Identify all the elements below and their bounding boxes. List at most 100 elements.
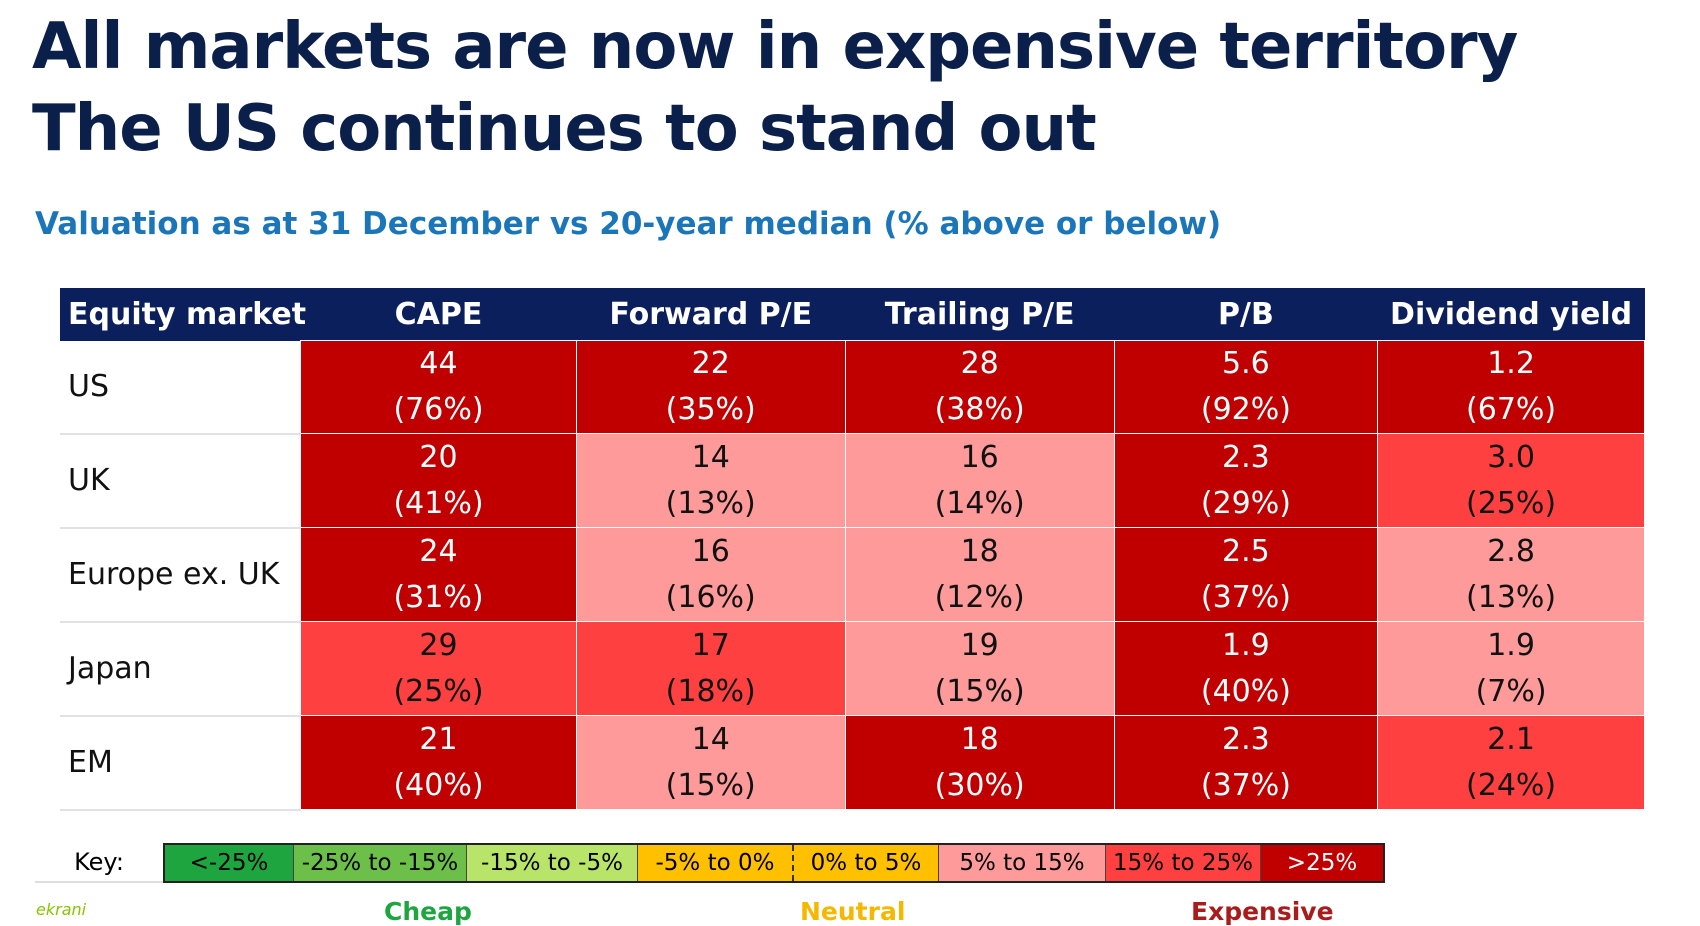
caption-expensive: Expensive — [1191, 897, 1334, 926]
cell-value: 44 — [419, 346, 458, 381]
cell-percent: (15%) — [665, 767, 756, 803]
cell-value: 21 — [419, 721, 458, 757]
header-equity-market: Equity market — [60, 288, 306, 341]
header-dividend-yield: Dividend yield — [1377, 288, 1645, 341]
valuation-cell: 28 (38%) — [844, 340, 1115, 434]
cell-percent: (25%) — [393, 673, 484, 709]
key-band: <-25% — [165, 845, 294, 881]
valuation-cell: 16 (14%) — [844, 433, 1115, 528]
cell-value: 29 — [419, 627, 458, 663]
table-row: UK 20 (41%) 14 (13%) 16 (14%) 2.3 (29%) 3.0 (25%) — [60, 433, 1645, 529]
cell-percent: (18%) — [665, 673, 756, 709]
cell-value: 2.1 — [1487, 721, 1535, 757]
market-name: EM — [60, 715, 301, 811]
table-row: Japan 29 (25%) 17 (18%) 19 (15%) 1.9 (40%) 1.9 (7%… — [60, 621, 1645, 717]
page-title: All markets are now in expensive territo… — [32, 6, 1518, 170]
cell-percent: (31%) — [393, 579, 484, 615]
key-band: >25% — [1261, 845, 1383, 881]
watermark-logo: ekrani — [36, 900, 87, 919]
cell-percent: (29%) — [1200, 485, 1291, 521]
table-body: US 44 (76%) 22 (35%) 28 (38%) 5.6 (92%) 1.2 (67%) U… — [60, 340, 1645, 811]
cell-value: 1.9 — [1487, 627, 1535, 663]
table-row: US 44 (76%) 22 (35%) 28 (38%) 5.6 (92%) 1.2 (67%) — [60, 340, 1645, 435]
valuation-cell: 18 (30%) — [844, 715, 1115, 810]
valuation-cell: 2.3 (29%) — [1113, 433, 1379, 528]
valuation-cell: 29 (25%) — [300, 621, 577, 716]
valuation-cell: 20 (41%) — [300, 433, 577, 528]
cell-value: 5.6 — [1222, 346, 1270, 381]
cell-percent: (40%) — [1200, 673, 1291, 709]
cell-value: 22 — [691, 346, 730, 381]
valuation-cell: 24 (31%) — [300, 527, 577, 622]
valuation-cell: 17 (18%) — [575, 621, 846, 716]
cell-value: 1.9 — [1222, 627, 1270, 663]
title-line-1: All markets are now in expensive territo… — [32, 10, 1518, 84]
cell-percent: (40%) — [393, 767, 484, 803]
valuation-cell: 2.5 (37%) — [1113, 527, 1379, 622]
market-name: US — [60, 340, 301, 435]
cell-percent: (7%) — [1475, 673, 1547, 709]
valuation-cell: 2.3 (37%) — [1113, 715, 1379, 810]
cell-value: 2.3 — [1222, 439, 1270, 475]
valuation-cell: 2.8 (13%) — [1377, 527, 1645, 622]
key-band: -15% to -5% — [467, 845, 638, 881]
cell-value: 24 — [419, 533, 458, 569]
key-bands: <-25% -25% to -15% -15% to -5% -5% to 0% 0% … — [163, 843, 1385, 883]
caption-neutral: Neutral — [800, 897, 906, 926]
valuation-cell: 19 (15%) — [844, 621, 1115, 716]
cell-percent: (30%) — [934, 767, 1025, 803]
title-line-2: The US continues to stand out — [32, 92, 1097, 166]
cell-value: 18 — [960, 721, 999, 757]
cell-percent: (35%) — [665, 392, 756, 427]
table-row: Europe ex. UK 24 (31%) 16 (16%) 18 (12%) 2.5 (37… — [60, 527, 1645, 623]
cell-value: 2.8 — [1487, 533, 1535, 569]
cell-percent: (67%) — [1466, 392, 1557, 427]
valuation-cell: 14 (13%) — [575, 433, 846, 528]
market-name: Japan — [60, 621, 301, 717]
caption-cheap: Cheap — [384, 897, 472, 926]
valuation-cell: 1.9 (7%) — [1377, 621, 1645, 716]
cell-percent: (13%) — [1466, 579, 1557, 615]
valuation-cell: 18 (12%) — [844, 527, 1115, 622]
color-key: Key: <-25% -25% to -15% -15% to -5% -5% to … — [35, 843, 1385, 883]
cell-percent: (12%) — [934, 579, 1025, 615]
valuation-table: Equity market CAPE Forward P/E Trailing … — [60, 288, 1645, 811]
table-subtitle: Valuation as at 31 December vs 20-year m… — [35, 206, 1222, 242]
cell-percent: (25%) — [1466, 485, 1557, 521]
cell-value: 18 — [960, 533, 999, 569]
market-name: UK — [60, 433, 301, 529]
key-band: 15% to 25% — [1106, 845, 1261, 881]
key-label: Key: — [35, 843, 163, 883]
key-band: -25% to -15% — [294, 845, 467, 881]
cell-percent: (41%) — [393, 485, 484, 521]
cell-value: 16 — [960, 439, 999, 475]
valuation-cell: 16 (16%) — [575, 527, 846, 622]
valuation-cell: 3.0 (25%) — [1377, 433, 1645, 528]
table-row: EM 21 (40%) 14 (15%) 18 (30%) 2.3 (37%) 2.1 (24%) — [60, 715, 1645, 811]
cell-value: 16 — [691, 533, 730, 569]
cell-percent: (13%) — [665, 485, 756, 521]
valuation-cell: 44 (76%) — [300, 340, 577, 434]
cell-value: 14 — [691, 721, 730, 757]
cell-percent: (14%) — [934, 485, 1025, 521]
cell-value: 2.5 — [1222, 533, 1270, 569]
cell-value: 3.0 — [1487, 439, 1535, 475]
market-name: Europe ex. UK — [60, 527, 301, 623]
valuation-cell: 22 (35%) — [575, 340, 846, 434]
cell-value: 1.2 — [1487, 346, 1535, 381]
table-header-row: Equity market CAPE Forward P/E Trailing … — [60, 288, 1645, 341]
cell-value: 14 — [691, 439, 730, 475]
cell-value: 20 — [419, 439, 458, 475]
header-pb: P/B — [1114, 288, 1378, 341]
valuation-cell: 1.9 (40%) — [1113, 621, 1379, 716]
valuation-cell: 2.1 (24%) — [1377, 715, 1645, 810]
valuation-cell: 14 (15%) — [575, 715, 846, 810]
cell-percent: (15%) — [934, 673, 1025, 709]
cell-value: 17 — [691, 627, 730, 663]
cell-percent: (38%) — [934, 392, 1025, 427]
valuation-cell: 1.2 (67%) — [1377, 340, 1645, 434]
cell-percent: (24%) — [1466, 767, 1557, 803]
cell-percent: (37%) — [1200, 767, 1291, 803]
valuation-cell: 5.6 (92%) — [1113, 340, 1379, 434]
cell-value: 2.3 — [1222, 721, 1270, 757]
